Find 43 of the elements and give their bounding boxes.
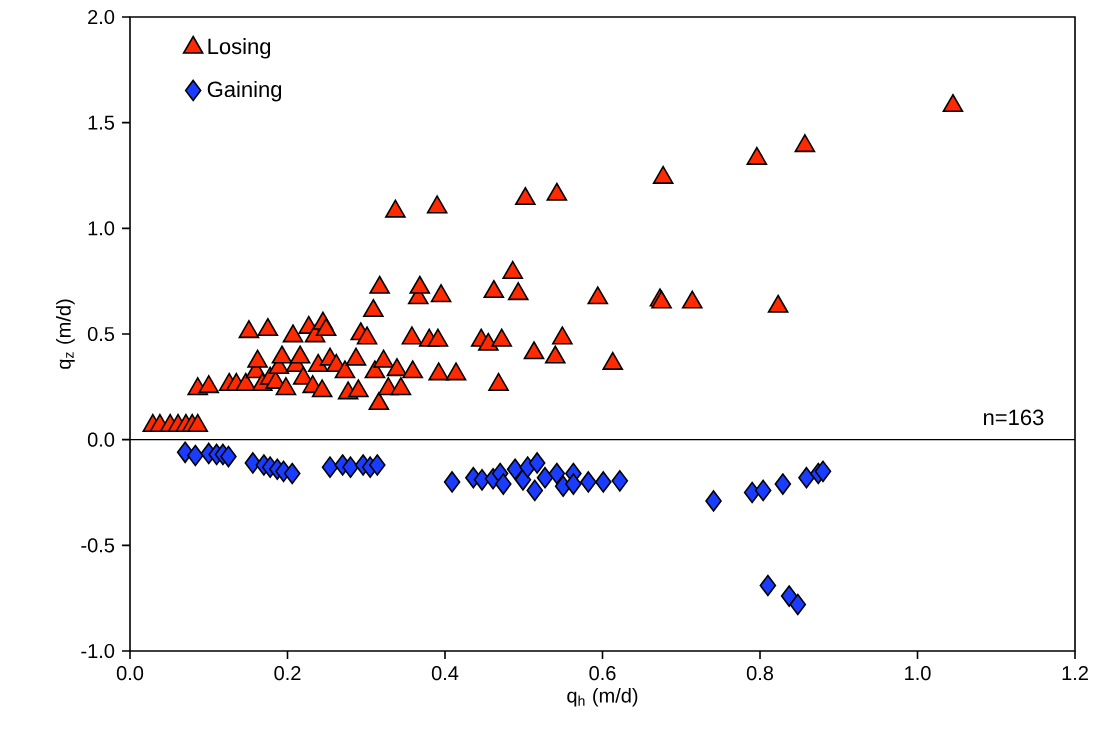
point xyxy=(187,444,204,467)
point xyxy=(814,460,832,483)
point xyxy=(536,466,554,489)
y-tick-label: -0.5 xyxy=(81,538,115,553)
x-tick-label: 0.6 xyxy=(589,666,616,681)
x-tick-label: 0.2 xyxy=(274,666,301,681)
point xyxy=(283,462,301,485)
legend-label: Losing xyxy=(208,38,271,59)
point xyxy=(443,471,461,493)
point xyxy=(220,445,237,468)
point xyxy=(594,471,612,493)
x-tick-label: 0.0 xyxy=(116,666,144,681)
point xyxy=(565,473,582,495)
y-tick-label: -1.0 xyxy=(81,643,115,659)
point xyxy=(368,454,386,476)
point xyxy=(494,473,512,495)
legend-label: Gaining xyxy=(207,80,282,102)
point xyxy=(611,470,629,492)
y-tick-label: 0.5 xyxy=(87,326,115,342)
x-tick-label: 1.0 xyxy=(905,666,931,681)
point xyxy=(798,466,815,489)
y-tick-label: 0.0 xyxy=(87,432,115,447)
y-tick-label: 1.5 xyxy=(88,115,115,130)
point xyxy=(780,585,798,607)
point xyxy=(548,462,566,485)
point xyxy=(526,479,544,502)
point xyxy=(774,473,792,495)
x-tick-label: 0.8 xyxy=(746,666,774,681)
annotation: n=163 xyxy=(984,409,1044,426)
point xyxy=(342,456,359,478)
x-tick-label: 0.4 xyxy=(431,666,459,681)
point xyxy=(759,574,777,597)
point xyxy=(321,456,339,478)
point xyxy=(754,479,772,502)
y-axis-title: q$_{z}$ (m/d) xyxy=(56,299,75,369)
point xyxy=(789,593,807,616)
x-tick-label: 1.2 xyxy=(1062,666,1088,681)
point xyxy=(580,471,597,493)
point xyxy=(705,490,722,512)
y-tick-label: 1.0 xyxy=(88,221,115,236)
y-tick-label: 2.0 xyxy=(88,9,115,25)
point xyxy=(528,452,546,474)
x-axis-title: q$_{h}$ (m/d) xyxy=(567,687,638,707)
